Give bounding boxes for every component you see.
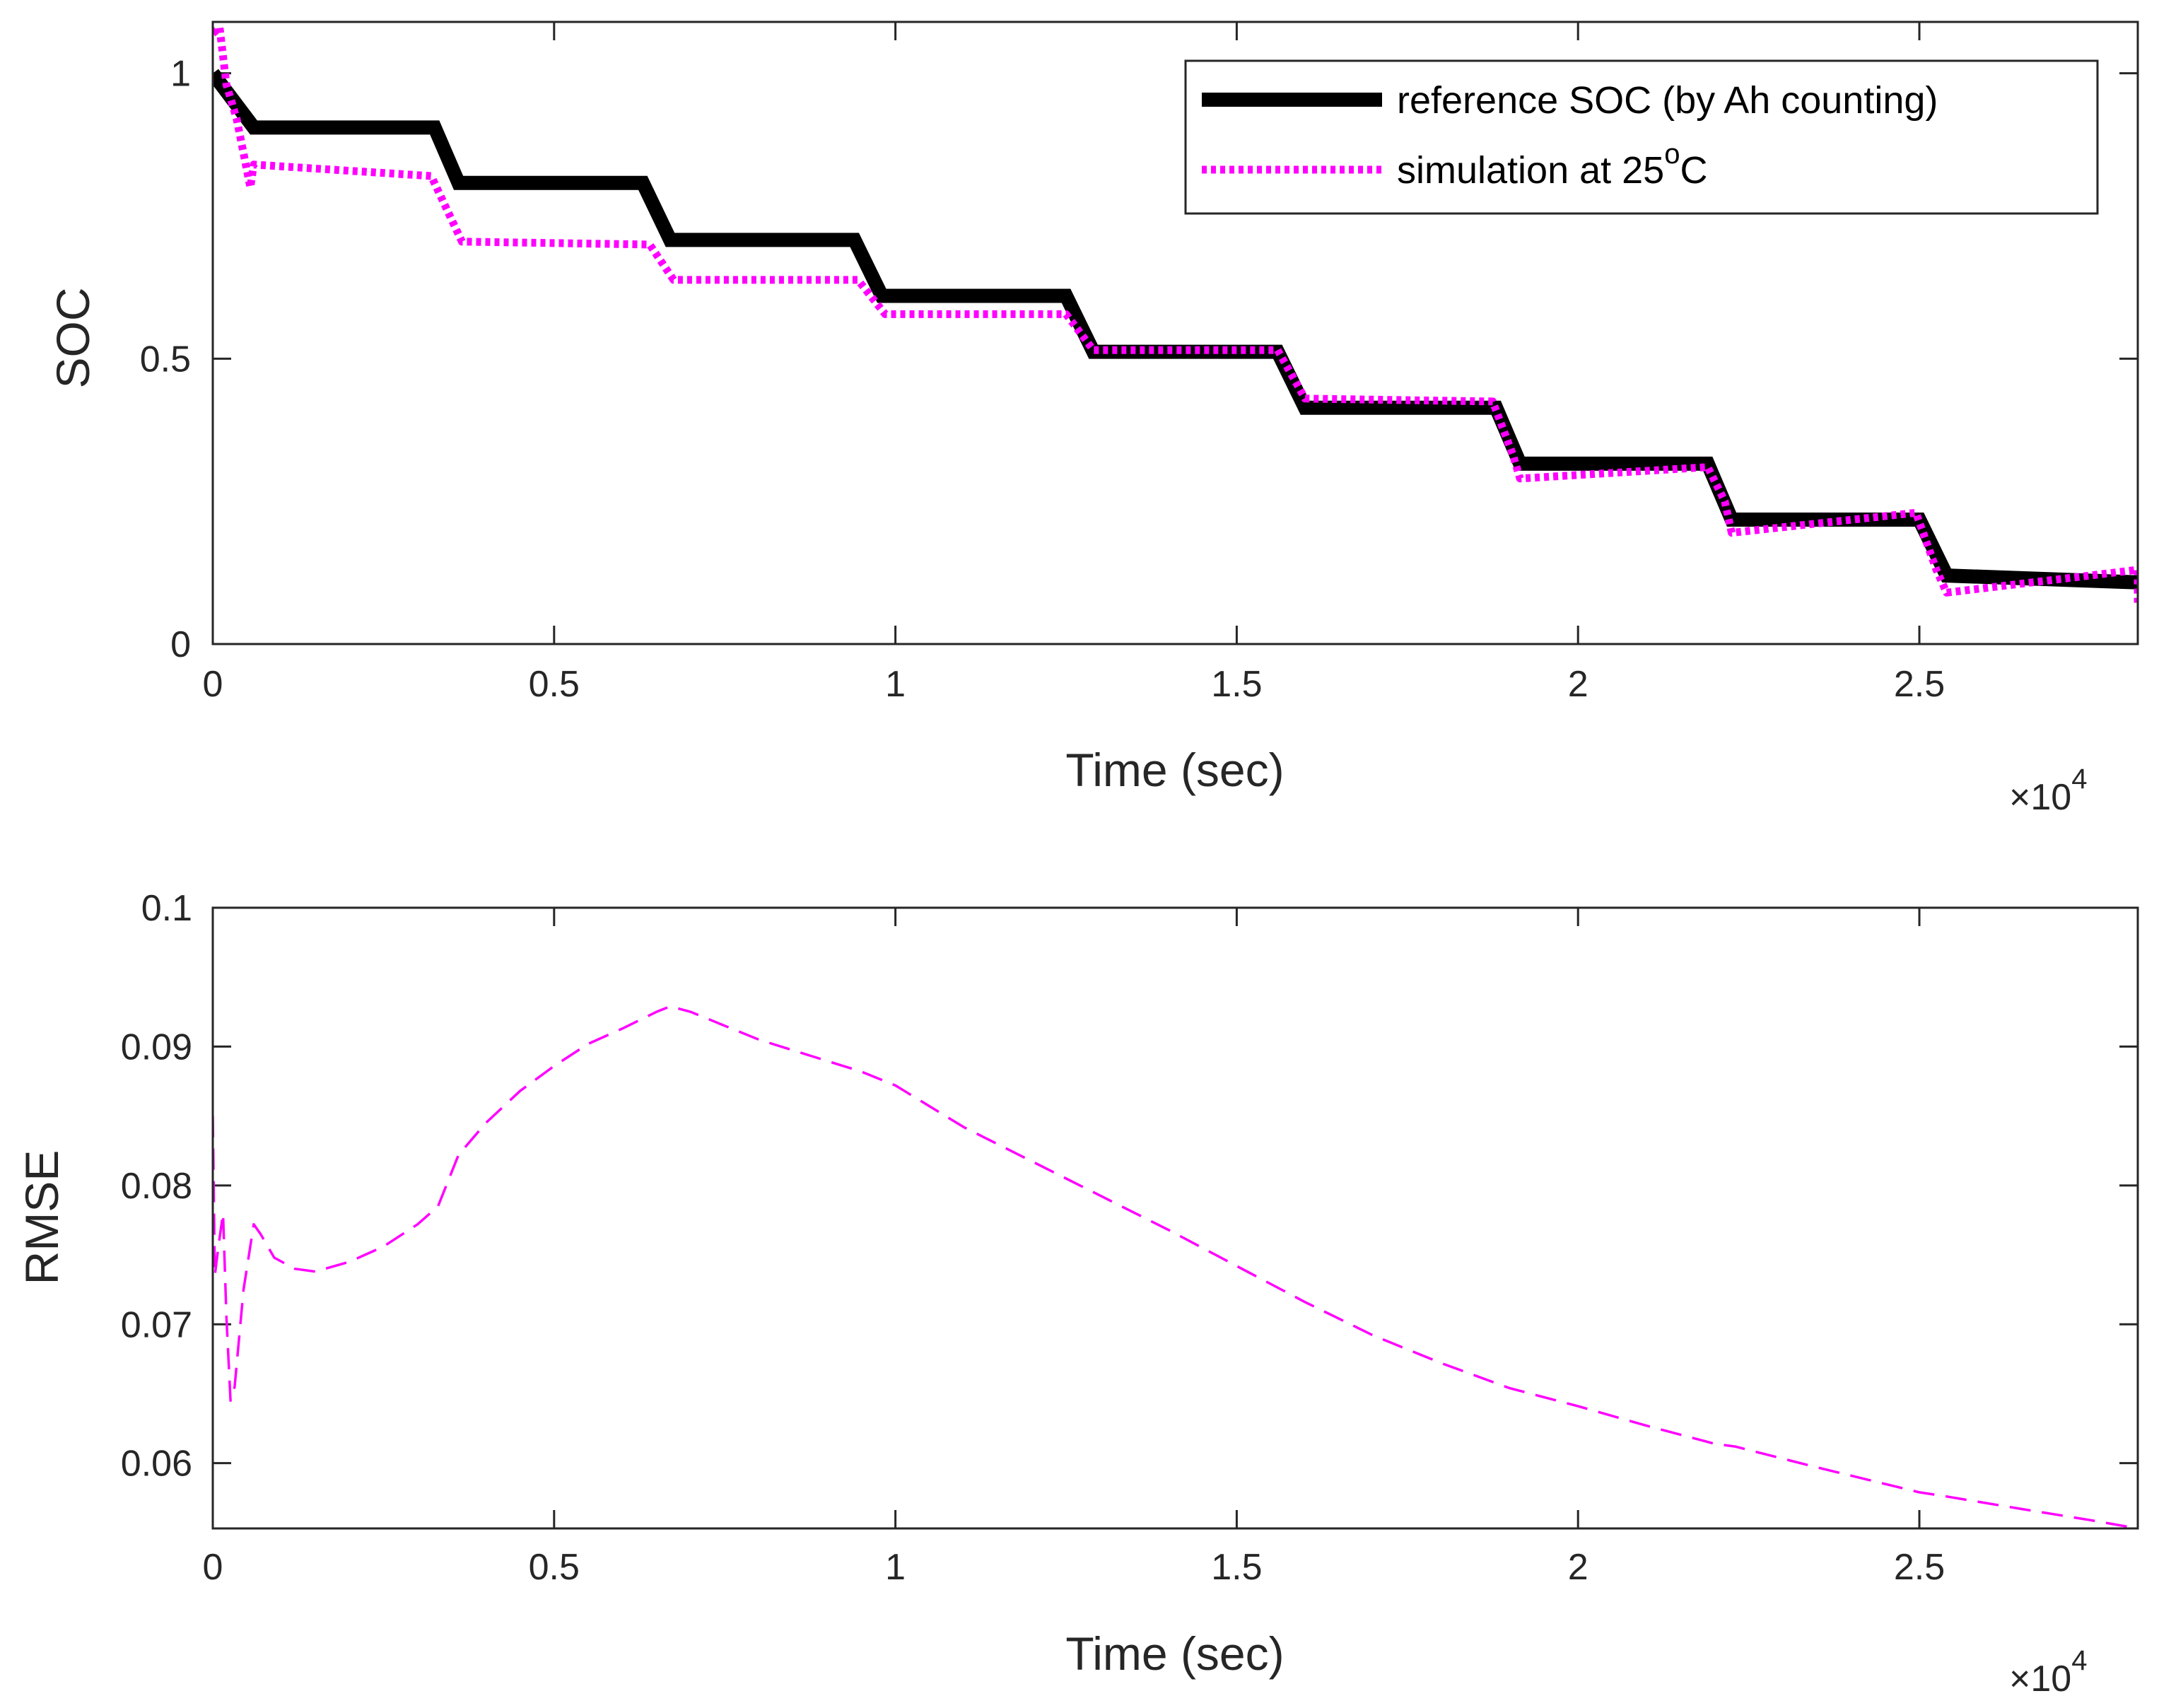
soc-y-tick-label-0: 0 <box>170 624 191 665</box>
legend-label-simulation-prefix: simulation at 25 <box>1397 149 1664 192</box>
soc-x-multiplier-exponent: 4 <box>2071 764 2087 795</box>
soc-x-multiplier-base: ×10 <box>2009 777 2071 818</box>
rmse-x-tick-label-2-5: 2.5 <box>1894 1547 1945 1588</box>
rmse-x-tick-label-0: 0 <box>203 1547 223 1588</box>
rmse-series-line-0 <box>213 1005 2138 1528</box>
rmse-chart-panel: 0 0.5 1 1.5 2 2.5 0.06 0.07 0.08 0.09 0.1 Time (se… <box>16 888 2139 1700</box>
soc-series-group <box>213 23 2138 604</box>
rmse-axes-box <box>211 906 2139 1530</box>
rmse-y-tick-label-0-06: 0.06 <box>121 1444 192 1485</box>
soc-y-axis-label: SOC <box>47 287 99 388</box>
soc-chart-panel: 0 0.5 1 1.5 2 2.5 0 0.5 1 Time (sec) SOC ×104 re… <box>47 21 2139 818</box>
rmse-x-axis-label: Time (sec) <box>1065 1627 1284 1680</box>
rmse-y-tick-label-0-07: 0.07 <box>121 1304 192 1345</box>
soc-y-tick-label-0-5: 0.5 <box>140 339 191 380</box>
rmse-y-axis-label: RMSE <box>16 1150 68 1285</box>
soc-axes-box <box>211 21 2139 645</box>
rmse-series-group <box>213 1005 2138 1528</box>
rmse-x-tick-label-2: 2 <box>1568 1547 1588 1588</box>
legend-label-reference-soc: reference SOC (by Ah counting) <box>1397 79 1938 122</box>
rmse-x-tick-label-1-5: 1.5 <box>1211 1547 1262 1588</box>
rmse-x-tick-label-1: 1 <box>885 1547 906 1588</box>
rmse-x-multiplier: ×104 <box>2009 1645 2087 1700</box>
soc-x-axis-label: Time (sec) <box>1065 744 1284 796</box>
rmse-tick-labels: 0 0.5 1 1.5 2 2.5 0.06 0.07 0.08 0.09 0.1 <box>121 888 1945 1588</box>
soc-x-tick-label-0: 0 <box>203 664 223 705</box>
soc-x-multiplier: ×104 <box>2009 764 2087 818</box>
soc-legend-box <box>1184 59 2099 215</box>
soc-series-clip <box>213 23 2138 604</box>
soc-tick-labels: 0 0.5 1 1.5 2 2.5 0 0.5 1 <box>140 54 1945 705</box>
soc-x-tick-label-1: 1 <box>885 664 906 705</box>
soc-x-tick-label-2-5: 2.5 <box>1894 664 1945 705</box>
soc-x-tick-label-2: 2 <box>1568 664 1588 705</box>
rmse-y-tick-label-0-08: 0.08 <box>121 1166 192 1207</box>
rmse-x-multiplier-base: ×10 <box>2009 1659 2071 1700</box>
rmse-x-multiplier-exponent: 4 <box>2071 1645 2087 1676</box>
rmse-plot-area <box>213 908 2138 1528</box>
rmse-series-clip <box>213 1005 2138 1528</box>
rmse-y-tick-label-0-1: 0.1 <box>141 888 192 929</box>
legend-label-simulation: simulation at 25oC <box>1397 139 1707 192</box>
soc-x-tick-label-1-5: 1.5 <box>1211 664 1262 705</box>
rmse-y-tick-label-0-09: 0.09 <box>121 1026 192 1068</box>
rmse-x-tick-label-0-5: 0.5 <box>529 1547 580 1588</box>
soc-legend: reference SOC (by Ah counting) simulatio… <box>1184 59 2099 215</box>
legend-label-simulation-suffix: C <box>1680 149 1707 192</box>
soc-y-tick-label-1: 1 <box>170 54 191 95</box>
soc-x-tick-label-0-5: 0.5 <box>529 664 580 705</box>
legend-label-simulation-sup: o <box>1664 139 1680 170</box>
